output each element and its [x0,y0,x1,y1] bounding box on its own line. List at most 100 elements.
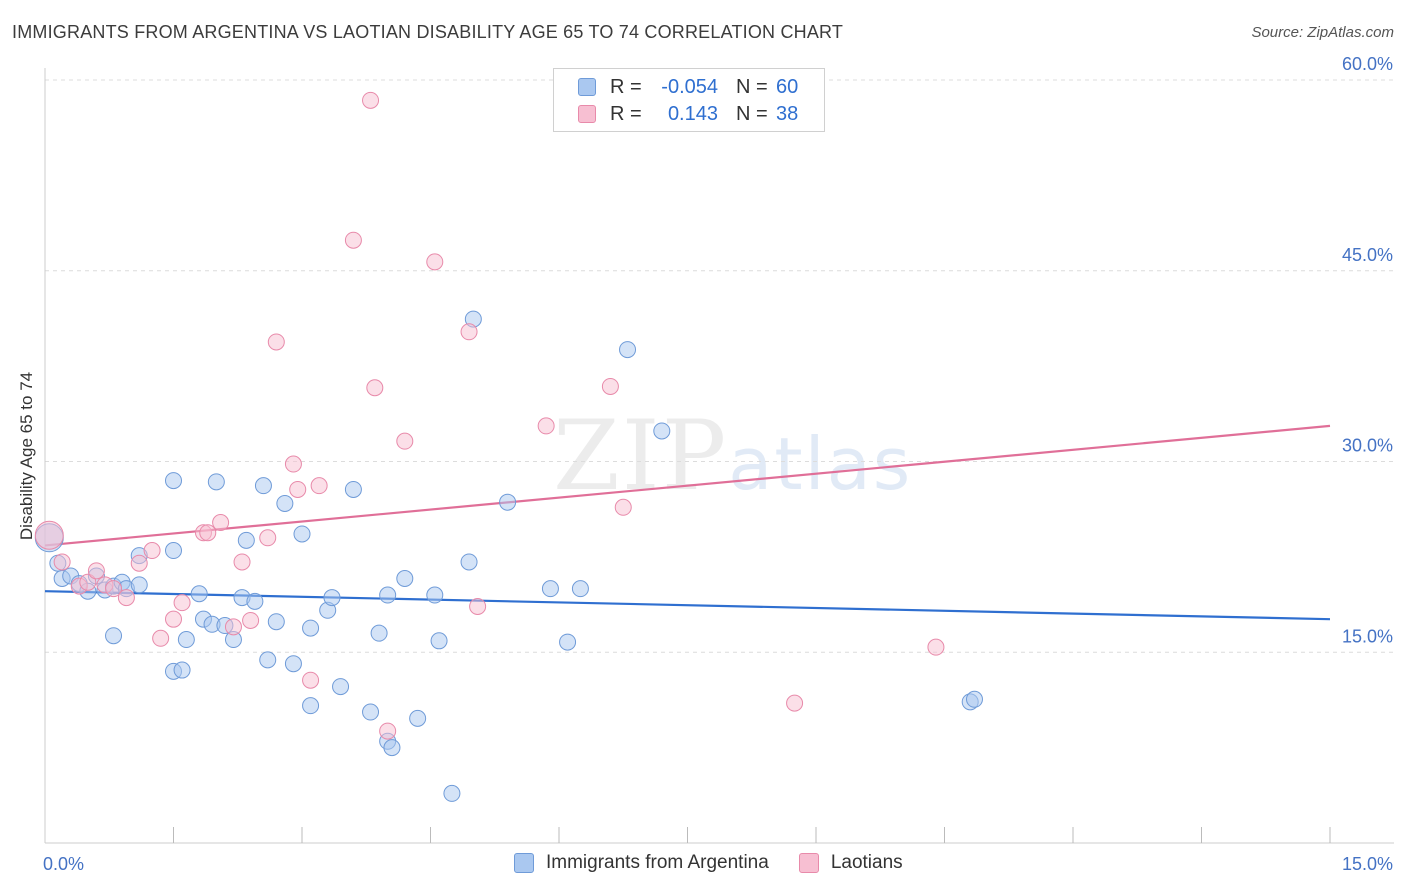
argentina-point [323,589,341,607]
legend-row-argentina: R = -0.054 N = 60 [578,74,798,100]
watermark-zip: ZIP [553,400,729,512]
argentina-point [332,678,350,696]
laotian-point [379,722,397,740]
y-tick-label: 60.0% [1342,54,1393,74]
laotian-point [87,562,105,580]
data-points [34,91,983,802]
trend-lines [44,424,1331,621]
y-tick-label: 15.0% [1342,626,1393,646]
argentina-point [302,619,320,637]
laotian-point [117,589,135,607]
argentina-point [207,473,225,491]
laotian-point [614,498,632,516]
legend-n-value: 60 [776,75,799,98]
argentina-point [619,341,637,359]
correlation-legend: R = -0.054 N = 60 R = 0.143 N = 38 [553,68,825,132]
argentina-point [246,592,264,610]
argentina-point [443,784,461,802]
argentina-point [409,709,427,727]
series-legend: Immigrants from Argentina Laotians [514,852,933,874]
argentina-point [965,690,983,708]
x-tick-label: 15.0% [1342,854,1393,874]
argentina-point [130,576,148,594]
laotian-point [537,417,555,435]
argentina-point [276,494,294,512]
laotian-point [460,323,478,341]
argentina-point [559,633,577,651]
laotian-point [152,629,170,647]
laotian-point [469,597,487,615]
legend-r-label: R = [610,75,642,98]
argentina-point [237,531,255,549]
argentina-point [426,586,444,604]
laotian-point [53,553,71,571]
argentina-point [165,542,182,560]
legend-row-laotians: R = 0.143 N = 38 [578,101,798,127]
series-label-laotians: Laotians [830,852,903,873]
laotian-point [259,529,277,547]
legend-swatch-argentina [578,78,596,96]
legend-r-value: -0.054 [661,75,718,98]
legend-n-value: 38 [776,102,799,125]
argentina-point [396,569,414,587]
laotian-point [79,573,97,591]
series-legend-argentina[interactable]: Immigrants from Argentina [514,852,769,874]
laotian-point [426,253,444,271]
series-label-argentina: Immigrants from Argentina [546,852,769,873]
series-swatch-laotians [798,853,819,873]
laotian-point [927,638,945,656]
laotian-point [143,542,161,560]
argentina-point [293,525,311,543]
y-tick-label: 30.0% [1342,436,1393,456]
legend-n-label: N = [736,75,768,98]
argentina-point [370,624,388,642]
laotian-point [224,618,242,636]
source-credit: Source: ZipAtlas.com [1251,24,1394,41]
legend-r-value: 0.143 [667,102,718,125]
watermark-atlas: atlas [728,422,913,506]
argentina-point [379,586,397,604]
laotian-point [212,514,230,532]
argentina-point [383,739,401,757]
argentina-point [302,697,320,715]
chart-title: IMMIGRANTS FROM ARGENTINA VS LAOTIAN DIS… [12,22,844,42]
argentina-point [173,661,191,679]
laotian-point [165,610,182,628]
laotian-point [786,694,804,712]
legend-swatch-laotians [578,105,596,123]
laotian-point [173,594,191,612]
argentina-point [460,553,478,571]
laotian-point [362,91,380,109]
axis-ticks: 15.0% 30.0% 45.0% 60.0% 0.0% 15.0% [43,54,1393,874]
x-tick-label: 0.0% [43,854,84,874]
y-axis-label: Disability Age 65 to 74 [17,372,36,540]
argentina-point [259,651,277,669]
series-legend-laotians[interactable]: Laotians [798,852,903,874]
argentina-point [571,580,589,598]
argentina-point [499,493,517,511]
laotian-point [366,379,384,397]
series-swatch-argentina [514,853,534,873]
argentina-point [105,627,123,645]
laotian-point [289,480,307,498]
axes [44,68,1394,844]
argentina-point [254,477,272,495]
argentina-point [362,703,380,721]
watermark: ZIPatlas [553,400,912,512]
laotian-point [130,554,148,572]
argentina-point [430,632,448,650]
laotian-point [267,333,285,351]
argentina-point [284,655,302,673]
laotian-point [105,580,123,598]
argentina-point [267,613,285,631]
laotian-trend-line [44,424,1331,547]
argentina-point [541,580,559,598]
laotian-point [396,432,414,450]
argentina-point [165,472,182,490]
laotian-point [34,520,64,550]
legend-r-label: R = [610,102,642,125]
argentina-point [653,422,671,440]
argentina-point [177,631,195,649]
laotian-point [310,477,328,495]
laotian-point [344,231,362,249]
